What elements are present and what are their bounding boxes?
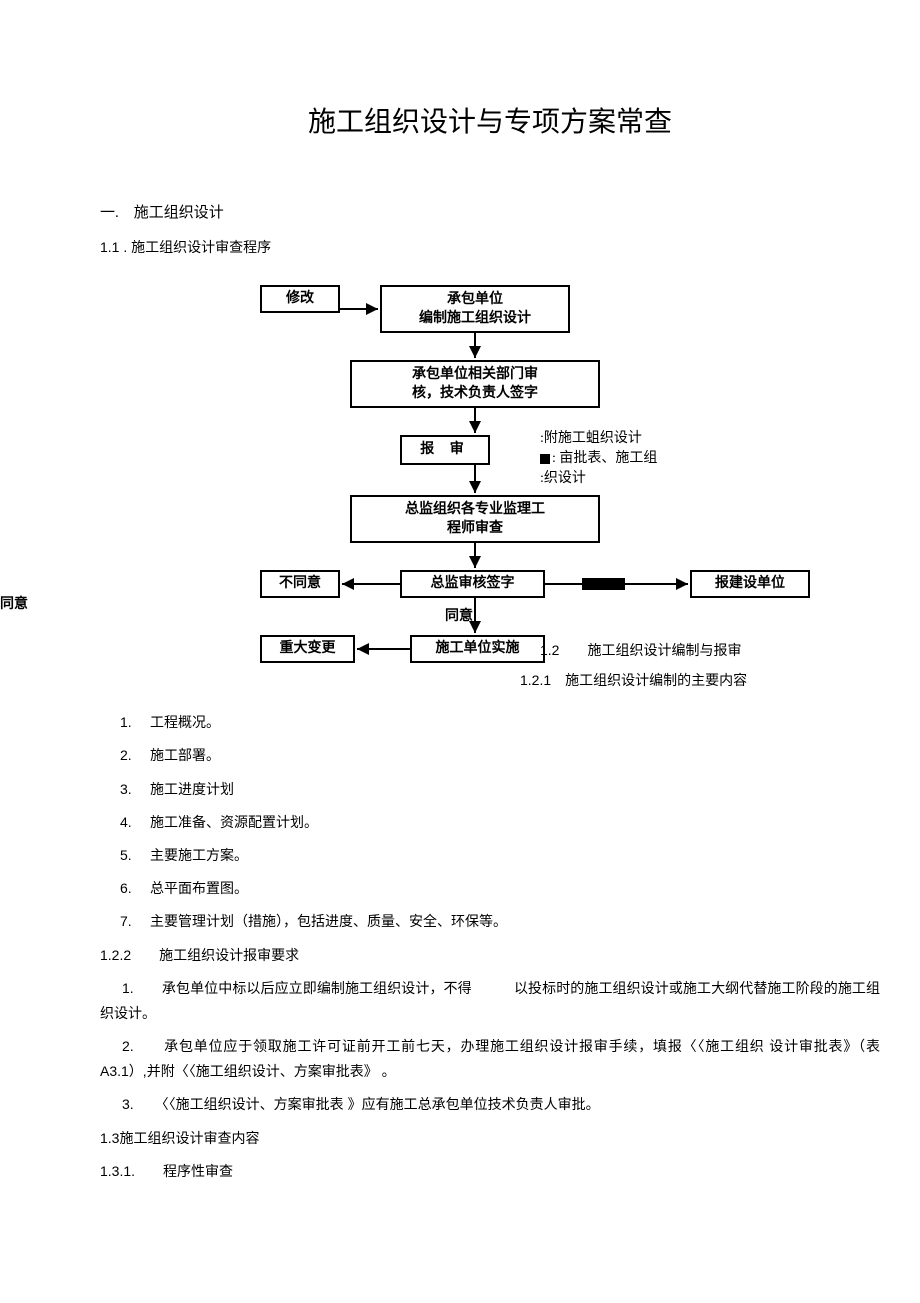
paragraph-2: 2. 承包单位应于领取施工许可证前开工前七天，办理施工组织设计报审手续，填报〈〈… [100, 1034, 880, 1084]
flowchart-box-report-unit: 报建设单位 [690, 570, 810, 598]
section-1-2-1-heading: 1.2.1 施工组织设计编制的主要内容 [520, 668, 747, 693]
section-1-3-1-heading: 1.3.1. 程序性审查 [100, 1159, 880, 1184]
section-1-2-2-heading: 1.2.2 施工组织设计报审要求 [100, 943, 880, 968]
flowchart: 修改 承包单位 编制施工组织设计 承包单位相关部门审 核，技术负责人签字 报 审… [100, 280, 880, 690]
list-item: 7.主要管理计划（措施），包括进度、质量、安全、环保等。 [120, 909, 880, 934]
content-area: 一. 施工组织设计 1.1 . 施工组织设计审查程序 修改 承包单位 编制施工组… [100, 200, 880, 1184]
flowchart-box-major-change: 重大变更 [260, 635, 355, 663]
paragraph-1: 1. 承包单位中标以后应立即编制施工组织设计，不得 以投标时的施工组织设计或施工… [100, 976, 880, 1026]
flowchart-box-dept-review: 承包单位相关部门审 核，技术负责人签字 [350, 360, 600, 408]
flowchart-arrows [100, 280, 880, 690]
flowchart-box-disagree: 不同意 [260, 570, 340, 598]
flowchart-box-implement: 施工单位实施 [410, 635, 545, 663]
section-1-2-heading: 1.2 施工组织设计编制与报审 [540, 638, 741, 663]
page-title: 施工组织设计与专项方案常查 [100, 100, 880, 140]
flowchart-label-agree-mid: 同意 [445, 604, 473, 629]
list-item: 2.施工部署。 [120, 743, 880, 768]
section-1-heading: 一. 施工组织设计 [100, 200, 880, 227]
flowchart-box-modify: 修改 [260, 285, 340, 313]
section-1-1-heading: 1.1 . 施工组织设计审查程序 [100, 235, 880, 260]
list-item: 3.施工进度计划 [120, 777, 880, 802]
list-item: 6.总平面布置图。 [120, 876, 880, 901]
flowchart-box-supervisor-review: 总监组织各专业监理工 程师审查 [350, 495, 600, 543]
section-1-3-heading: 1.3施工组织设计审查内容 [100, 1126, 880, 1151]
flowchart-box-sign: 总监审核签字 [400, 570, 545, 598]
flowchart-label-agree-left: 同意 [0, 593, 28, 613]
flowchart-annotation-1: :附施工蛆织设计 [540, 428, 642, 449]
paragraph-3: 3. 〈〈施工组织设计、方案审批表 》应有施工总承包单位技术负责人审批。 [100, 1092, 880, 1117]
list-item: 4.施工准备、资源配置计划。 [120, 810, 880, 835]
flowchart-box-contractor-compile: 承包单位 编制施工组织设计 [380, 285, 570, 333]
content-list: 1.工程概况。 2.施工部署。 3.施工进度计划 4.施工准备、资源配置计划。 … [100, 710, 880, 934]
list-item: 5.主要施工方案。 [120, 843, 880, 868]
flowchart-annotation-3: :织设计 [540, 468, 586, 489]
flowchart-annotation-2: : 亩批表、施工组 [540, 448, 657, 469]
list-item: 1.工程概况。 [120, 710, 880, 735]
flowchart-box-submit: 报 审 [400, 435, 490, 465]
